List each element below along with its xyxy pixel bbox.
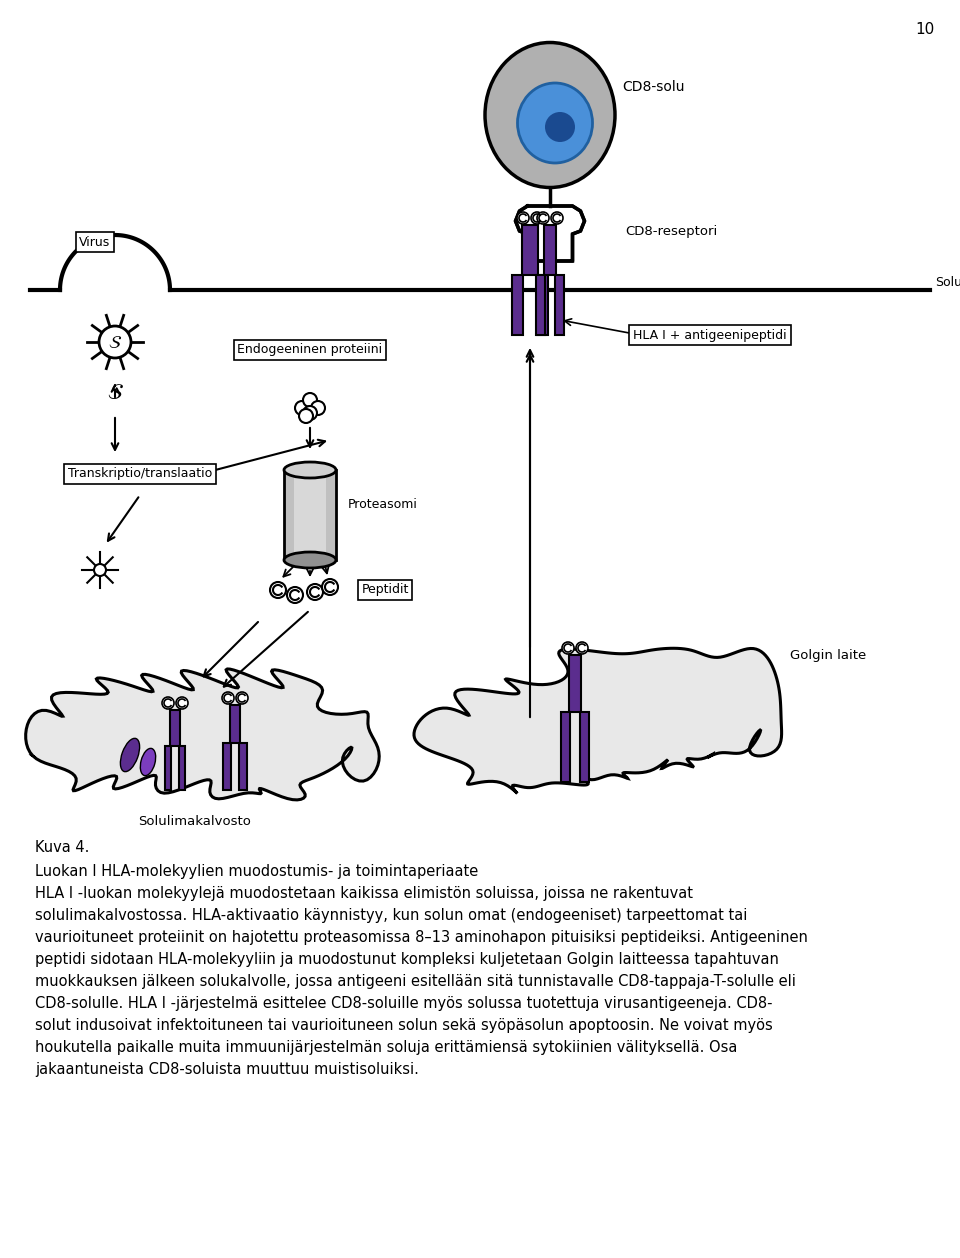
Circle shape <box>99 326 131 359</box>
Bar <box>543 225 557 274</box>
Bar <box>537 274 545 335</box>
Text: jakaantuneista CD8-soluista muuttuu muistisoluiksi.: jakaantuneista CD8-soluista muuttuu muis… <box>35 1062 419 1077</box>
Circle shape <box>551 213 563 224</box>
Circle shape <box>176 697 188 710</box>
Circle shape <box>537 213 549 224</box>
Circle shape <box>303 392 317 408</box>
Ellipse shape <box>517 83 592 164</box>
Circle shape <box>270 582 286 598</box>
Text: Solukalvo: Solukalvo <box>935 276 960 288</box>
Text: Endogeeninen proteiini: Endogeeninen proteiini <box>237 343 383 356</box>
Bar <box>555 274 564 335</box>
Text: CD8-solu: CD8-solu <box>622 81 684 94</box>
Bar <box>170 710 180 746</box>
Text: muokkauksen jälkeen solukalvolle, jossa antigeeni esitellään sitä tunnistavalle : muokkauksen jälkeen solukalvolle, jossa … <box>35 974 796 989</box>
Bar <box>580 712 588 782</box>
Circle shape <box>562 642 574 654</box>
Bar <box>164 746 171 790</box>
Text: Luokan I HLA-molekyylien muodostumis- ja toimintaperiaate: Luokan I HLA-molekyylien muodostumis- ja… <box>35 864 478 879</box>
Circle shape <box>222 692 234 704</box>
Bar <box>224 743 230 790</box>
Text: peptidi sidotaan HLA-molekyyliin ja muodostunut kompleksi kuljetetaan Golgin lai: peptidi sidotaan HLA-molekyyliin ja muod… <box>35 952 779 967</box>
Bar <box>239 743 247 790</box>
Text: Peptidit: Peptidit <box>361 584 409 596</box>
Circle shape <box>322 579 338 595</box>
Bar <box>562 712 570 782</box>
Bar <box>521 225 539 274</box>
Bar <box>179 746 185 790</box>
Circle shape <box>287 587 303 603</box>
Bar <box>537 274 547 335</box>
Circle shape <box>311 401 325 415</box>
Ellipse shape <box>284 552 336 569</box>
Circle shape <box>236 692 248 704</box>
Text: CD8-reseptori: CD8-reseptori <box>625 224 717 238</box>
Ellipse shape <box>284 462 336 478</box>
Circle shape <box>94 564 106 576</box>
Ellipse shape <box>140 749 156 776</box>
Ellipse shape <box>120 738 139 771</box>
Circle shape <box>531 213 543 224</box>
Text: solut indusoivat infektoituneen tai vaurioituneen solun sekä syöpäsolun apoptoos: solut indusoivat infektoituneen tai vaur… <box>35 1018 773 1033</box>
Circle shape <box>517 213 529 224</box>
Ellipse shape <box>485 43 615 187</box>
Circle shape <box>576 642 588 654</box>
Circle shape <box>307 584 323 600</box>
Text: HLA I -luokan molekyylejä muodostetaan kaikissa elimistön soluissa, joissa ne ra: HLA I -luokan molekyylejä muodostetaan k… <box>35 886 693 901</box>
Bar <box>568 655 582 712</box>
Text: 10: 10 <box>916 21 935 36</box>
Polygon shape <box>516 206 585 260</box>
Text: vaurioituneet proteiinit on hajotettu proteasomissa 8–13 aminohapon pituisiksi p: vaurioituneet proteiinit on hajotettu pr… <box>35 930 808 945</box>
Text: Golgin laite: Golgin laite <box>790 649 866 662</box>
Bar <box>294 470 326 560</box>
Text: $\mathcal{S}$: $\mathcal{S}$ <box>108 335 122 352</box>
Text: $\mathcal{S}$: $\mathcal{S}$ <box>107 382 124 403</box>
Text: CD8-solulle. HLA I -järjestelmä esittelee CD8-soluille myös solussa tuotettuja v: CD8-solulle. HLA I -järjestelmä esittele… <box>35 996 773 1011</box>
Text: Virus: Virus <box>80 235 110 249</box>
Polygon shape <box>414 648 781 794</box>
Text: Solulimakalvosto: Solulimakalvosto <box>138 815 252 828</box>
Bar <box>513 274 523 335</box>
Circle shape <box>295 401 309 415</box>
Circle shape <box>303 406 317 420</box>
Circle shape <box>545 112 575 142</box>
Text: Transkriptio/translaatio: Transkriptio/translaatio <box>68 468 212 481</box>
Text: HLA I + antigeenipeptidi: HLA I + antigeenipeptidi <box>634 328 787 341</box>
Text: houkutella paikalle muita immuunijärjestelmän soluja erittämiensä sytokiinien vä: houkutella paikalle muita immuunijärjest… <box>35 1040 737 1055</box>
Circle shape <box>299 409 313 423</box>
Text: Proteasomi: Proteasomi <box>348 498 418 512</box>
Circle shape <box>162 697 174 710</box>
Polygon shape <box>26 669 379 800</box>
Bar <box>229 704 240 743</box>
Text: solulimakalvostossa. HLA-aktivaatio käynnistyy, kun solun omat (endogeeniset) ta: solulimakalvostossa. HLA-aktivaatio käyn… <box>35 908 748 923</box>
Text: Kuva 4.: Kuva 4. <box>35 840 89 855</box>
Bar <box>284 470 336 560</box>
